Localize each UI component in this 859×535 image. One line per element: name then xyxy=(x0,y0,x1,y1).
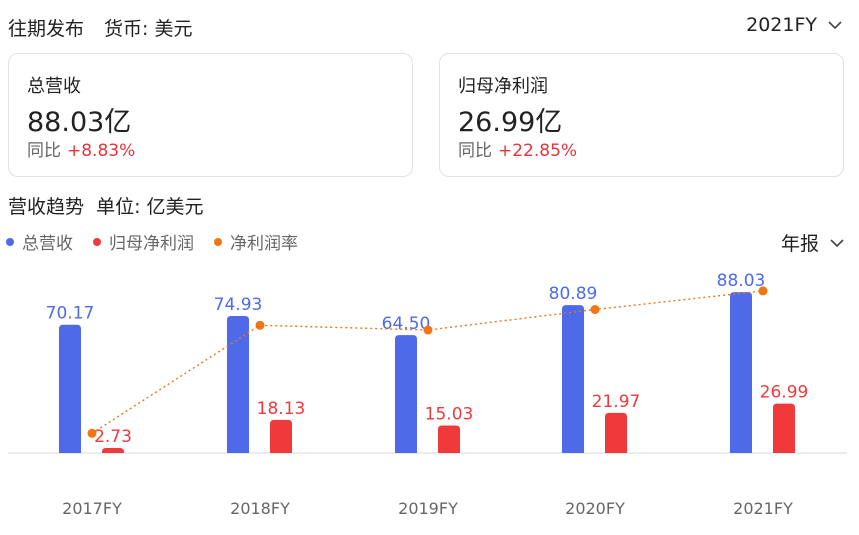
x-tick-label: 2018FY xyxy=(230,499,290,518)
revenue-card: 总营收 88.03亿 同比 +8.83% xyxy=(8,53,413,177)
legend-label-net-margin: 净利润率 xyxy=(230,234,298,254)
revenue-data-label: 88.03 xyxy=(717,271,766,291)
revenue-yoy-label: 同比 xyxy=(27,141,61,161)
net-profit-yoy-label: 同比 xyxy=(458,141,492,161)
net-margin-point[interactable] xyxy=(758,286,768,296)
legend-label-net-profit: 归母净利润 xyxy=(109,234,194,254)
page-title: 往期发布 xyxy=(8,18,85,40)
report-type-dropdown[interactable]: 年报 xyxy=(781,229,845,256)
trend-unit-label: 单位: 亿美元 xyxy=(96,196,204,218)
net-margin-point[interactable] xyxy=(423,325,433,335)
x-tick-label: 2017FY xyxy=(62,499,122,518)
net-profit-card: 归母净利润 26.99亿 同比 +22.85% xyxy=(439,53,844,177)
net-profit-data-label: 26.99 xyxy=(760,383,809,403)
revenue-card-yoy: 同比 +8.83% xyxy=(27,136,135,161)
legend-item-net-margin[interactable]: 净利润率 xyxy=(214,229,298,254)
report-type-value: 年报 xyxy=(780,233,819,255)
x-tick-label: 2019FY xyxy=(398,499,458,518)
revenue-bar[interactable] xyxy=(227,316,249,453)
net-profit-bar[interactable] xyxy=(605,412,627,453)
legend-label-revenue: 总营收 xyxy=(22,234,73,254)
revenue-data-label: 70.17 xyxy=(46,304,95,324)
net-profit-data-label: 2.73 xyxy=(94,427,132,447)
net-profit-card-value: 26.99亿 xyxy=(458,107,563,138)
revenue-card-label: 总营收 xyxy=(27,76,81,97)
legend-dot-revenue xyxy=(6,237,14,246)
revenue-yoy-value: +8.83% xyxy=(67,141,136,161)
net-profit-bar[interactable] xyxy=(270,419,292,453)
net-profit-bar[interactable] xyxy=(102,448,124,453)
net-profit-data-label: 15.03 xyxy=(425,405,474,425)
net-margin-point[interactable] xyxy=(255,320,265,330)
net-margin-point[interactable] xyxy=(87,428,97,438)
net-profit-data-label: 18.13 xyxy=(257,399,306,419)
chevron-down-icon xyxy=(828,21,842,30)
period-dropdown[interactable]: 2021FY xyxy=(746,14,843,36)
revenue-bar[interactable] xyxy=(730,292,752,453)
revenue-data-label: 74.93 xyxy=(214,295,263,315)
x-tick-label: 2021FY xyxy=(733,499,793,518)
revenue-data-label: 64.50 xyxy=(382,314,431,334)
currency-label: 货币: 美元 xyxy=(104,18,193,40)
net-margin-point[interactable] xyxy=(590,305,600,315)
trend-title: 营收趋势 单位: 亿美元 xyxy=(8,192,204,219)
trend-title-text: 营收趋势 xyxy=(8,196,85,218)
net-profit-bar[interactable] xyxy=(438,425,460,453)
revenue-data-label: 80.89 xyxy=(549,284,598,304)
net-profit-card-yoy: 同比 +22.85% xyxy=(458,136,577,161)
net-profit-data-label: 21.97 xyxy=(592,392,641,412)
net-profit-bar[interactable] xyxy=(773,403,795,453)
period-value: 2021FY xyxy=(746,14,817,36)
revenue-bar[interactable] xyxy=(395,335,417,453)
header-bar: 往期发布 货币: 美元 2021FY xyxy=(8,14,851,44)
revenue-card-value: 88.03亿 xyxy=(27,107,132,138)
legend-dot-net-margin xyxy=(214,237,222,246)
legend-dot-net-profit xyxy=(93,237,101,246)
revenue-bar[interactable] xyxy=(59,324,81,453)
net-profit-yoy-value: +22.85% xyxy=(498,141,578,161)
chart-legend: 总营收 归母净利润 净利润率 xyxy=(6,229,298,254)
chevron-down-icon xyxy=(830,238,844,247)
legend-item-revenue[interactable]: 总营收 xyxy=(6,229,73,254)
legend-item-net-profit[interactable]: 归母净利润 xyxy=(93,229,194,254)
revenue-bar[interactable] xyxy=(562,305,584,453)
net-profit-card-label: 归母净利润 xyxy=(458,76,548,97)
x-tick-label: 2020FY xyxy=(565,499,625,518)
